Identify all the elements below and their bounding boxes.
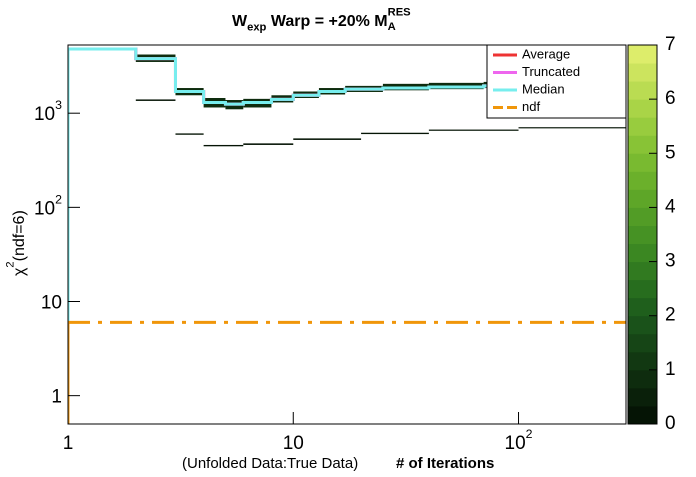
colorbar-step	[628, 279, 657, 299]
text-part: χ	[11, 267, 28, 276]
text-part: 2	[4, 261, 16, 267]
colorbar-step	[628, 405, 657, 425]
tick-label: 10	[41, 293, 62, 314]
legend-label: Truncated	[522, 64, 580, 79]
tick-label: 1	[51, 387, 62, 408]
text-part: RES	[388, 6, 412, 18]
z-tick-label: 5	[665, 142, 676, 163]
plot-frame	[67, 44, 627, 425]
colorbar-step	[628, 351, 657, 371]
colorbar-step	[628, 189, 657, 208]
tick-label: 103	[34, 98, 62, 125]
chart-title: Wexp Warp = +20% MRES A	[232, 6, 411, 33]
tick-exponent: 3	[55, 98, 62, 112]
colorbar-step	[628, 333, 657, 353]
colorbar-step	[628, 99, 657, 118]
colorbar-step	[628, 387, 657, 407]
heatmap-cell	[175, 133, 204, 135]
series-line	[68, 47, 626, 106]
colorbar-step	[628, 315, 657, 335]
colorbar-step	[628, 243, 657, 263]
legend-label: Median	[522, 81, 565, 96]
tick-label: 1	[63, 433, 74, 454]
colorbar-step	[628, 207, 657, 226]
z-tick-label: 0	[665, 413, 676, 434]
colorbar-step	[628, 81, 657, 100]
colorbar-step	[628, 261, 657, 281]
heatmap-cell	[361, 132, 429, 135]
text-part: W	[232, 13, 248, 30]
y-axis-label: χ2(ndf=6)	[4, 210, 28, 276]
x-axis-label: # of Iterations	[396, 455, 494, 472]
z-tick-label: 2	[665, 305, 676, 326]
text-part: Warp = +20% M	[266, 13, 387, 30]
tick-label: 102	[505, 427, 533, 454]
text-part: exp	[247, 22, 266, 34]
colorbar-step	[628, 135, 657, 154]
tick-exponent: 2	[55, 193, 62, 207]
tick-label: 102	[34, 193, 62, 220]
colorbar-step	[628, 171, 657, 190]
heatmap-cell	[243, 143, 294, 145]
colorbar-step	[628, 117, 657, 136]
z-tick-label: 7	[665, 34, 676, 55]
colorbar-step	[628, 297, 657, 317]
text-part: (ndf=6)	[11, 210, 28, 261]
tick-base: 10	[34, 198, 55, 219]
plot-area	[68, 47, 626, 424]
text-part: A	[388, 21, 396, 33]
colorbar-step	[628, 45, 657, 64]
heatmap-cell	[293, 138, 362, 140]
z-tick-label: 4	[665, 196, 676, 217]
heatmap-cell	[135, 99, 176, 101]
legend-label: ndf	[522, 99, 540, 114]
tick-base: 10	[34, 104, 55, 125]
colorbar-step	[628, 225, 657, 245]
heatmap-cell	[518, 127, 626, 129]
x-axis-note: (Unfolded Data:True Data)	[182, 455, 358, 472]
z-tick-label: 3	[665, 251, 676, 272]
z-tick-label: 1	[665, 359, 676, 380]
legend-label: Average	[522, 46, 570, 61]
tick-base: 10	[505, 433, 526, 454]
tick-label: 10	[283, 433, 304, 454]
colorbar-frame	[627, 44, 658, 425]
colorbar-step	[628, 63, 657, 82]
legend-box	[486, 44, 627, 119]
heatmap-cell	[428, 129, 519, 131]
tick-exponent: 2	[526, 427, 533, 441]
colorbar-step	[628, 369, 657, 389]
heatmap-cell	[203, 144, 244, 147]
z-tick-label: 6	[665, 88, 676, 109]
colorbar-step	[628, 153, 657, 172]
